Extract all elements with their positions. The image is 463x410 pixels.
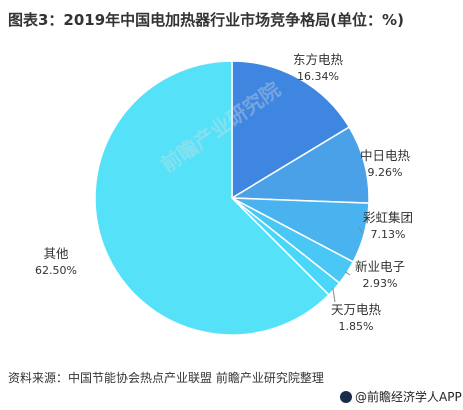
leader-lines-layer <box>332 227 363 303</box>
slice-label-4: 天万电热 <box>331 302 382 317</box>
slice-value-4: 1.85% <box>339 320 374 333</box>
slice-label-1: 中日电热 <box>360 148 411 163</box>
slice-value-0: 16.34% <box>297 70 339 83</box>
credit: @前瞻经济学人APP <box>340 388 462 405</box>
leader-line-2 <box>358 227 363 234</box>
app-logo-icon <box>340 391 352 403</box>
leader-line-3 <box>344 271 351 276</box>
slice-label-0: 东方电热 <box>293 52 344 67</box>
slice-value-3: 2.93% <box>363 277 398 290</box>
slice-label-3: 新业电子 <box>355 259 405 274</box>
chart-title: 图表3：2019年中国电加热器行业市场竞争格局(单位：%) <box>8 11 404 29</box>
leader-line-4 <box>332 287 336 303</box>
source-note: 资料来源：中国节能协会热点产业联盟 前瞻产业研究院整理 <box>8 371 324 385</box>
pie-slice-0 <box>231 60 351 200</box>
slice-label-5: 其他 <box>43 246 69 261</box>
slice-value-2: 7.13% <box>371 228 406 241</box>
slices-layer <box>94 60 370 336</box>
slice-value-5: 62.50% <box>35 264 77 277</box>
slice-label-2: 彩虹集团 <box>363 210 413 225</box>
pie-slice-1 <box>229 126 370 204</box>
pie-slice-5 <box>94 60 330 336</box>
slice-value-1: 9.26% <box>368 166 403 179</box>
labels-layer: 东方电热 16.34% 中日电热 9.26% 彩虹集团 7.13% 新业电子 2.93% 天万电… <box>35 52 413 333</box>
credit-text: @前瞻经济学人APP <box>355 390 462 404</box>
